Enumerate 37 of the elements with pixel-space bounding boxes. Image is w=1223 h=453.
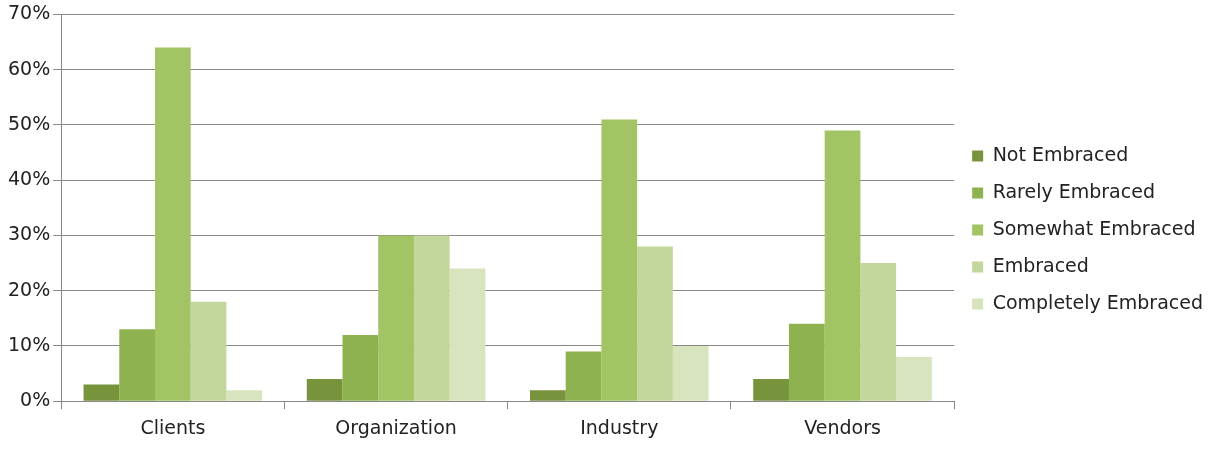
- y-tick-label: 10%: [8, 332, 51, 355]
- bar: [413, 235, 450, 401]
- bar: [530, 390, 566, 401]
- y-tick-label: 20%: [8, 277, 51, 300]
- x-tick-label: Clients: [140, 415, 206, 438]
- y-tick-label: 40%: [8, 167, 51, 190]
- bar: [672, 345, 709, 401]
- bar: [824, 130, 861, 401]
- y-tick-label: 30%: [8, 222, 51, 245]
- bar: [190, 301, 227, 401]
- legend-label: Completely Embraced: [992, 290, 1203, 313]
- y-tick-label: 70%: [8, 1, 51, 24]
- bar: [154, 47, 191, 401]
- bar: [788, 323, 825, 401]
- bar: [753, 379, 789, 401]
- x-tick-label: Organization: [335, 415, 457, 438]
- bar: [83, 384, 120, 401]
- bar: [378, 235, 414, 401]
- legend-label: Embraced: [992, 253, 1089, 276]
- legend-label: Not Embraced: [992, 142, 1129, 165]
- y-tick-label: 0%: [20, 388, 51, 411]
- legend-label: Rarely Embraced: [992, 179, 1155, 202]
- bar: [637, 246, 673, 401]
- x-tick-label: Vendors: [804, 415, 881, 438]
- bar: [342, 334, 379, 401]
- bar: [896, 356, 932, 401]
- bar: [119, 329, 155, 401]
- x-tick-label: Industry: [580, 415, 659, 438]
- bar: [860, 263, 897, 401]
- bar: [601, 119, 638, 401]
- bar: [565, 351, 602, 401]
- bar: [306, 379, 343, 401]
- bar: [226, 390, 263, 401]
- y-tick-label: 50%: [8, 111, 51, 134]
- legend-label: Somewhat Embraced: [992, 216, 1196, 239]
- bar: [449, 268, 486, 401]
- y-tick-label: 60%: [8, 56, 51, 79]
